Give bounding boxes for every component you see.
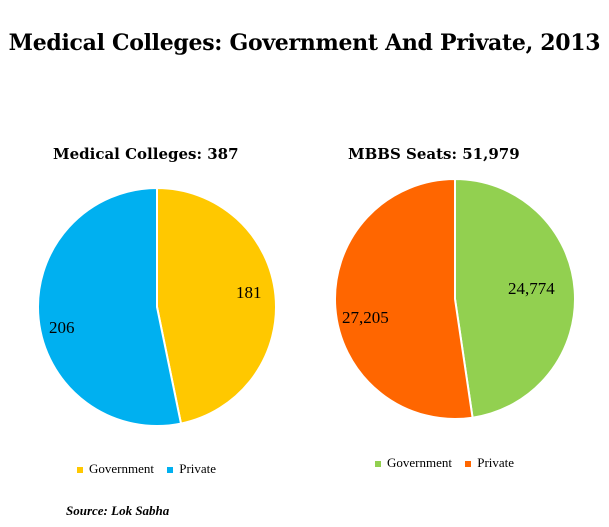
legend-label-private: Private [179, 461, 217, 476]
pie-title-mbbs-seats: MBBS Seats: 51,979 [348, 145, 520, 163]
legend-item-government: Government [77, 461, 157, 476]
legend-swatch-private [167, 467, 174, 474]
legend-label-government: Government [387, 455, 452, 470]
legend-swatch-private [465, 461, 472, 468]
slice-value-label-private: 27,205 [342, 308, 389, 327]
slice-value-label-government: 181 [236, 283, 262, 302]
pie-slice-government [156, 186, 277, 425]
legend-swatch-government [77, 467, 83, 474]
pie-slice-private [334, 177, 474, 420]
legend-item-private: Private [465, 455, 514, 470]
legend-item-government: Government [375, 455, 455, 470]
legend-swatch-government [375, 461, 381, 468]
pie-slice-private [37, 186, 183, 427]
pie-slice-government [454, 177, 576, 419]
legend-label-private: Private [477, 455, 515, 470]
slice-value-label-government: 24,774 [508, 279, 555, 298]
source-note: Source: Lok Sabha [66, 503, 170, 518]
pie-title-medical-colleges: Medical Colleges: 387 [53, 145, 239, 163]
legend-mbbs-seats: Government Private [375, 455, 524, 471]
legend-label-government: Government [89, 461, 154, 476]
legend-medical-colleges: Government Private [77, 461, 226, 477]
slice-value-label-private: 206 [49, 318, 75, 337]
chart-title: Medical Colleges: Government And Private… [8, 30, 601, 56]
legend-item-private: Private [167, 461, 216, 476]
